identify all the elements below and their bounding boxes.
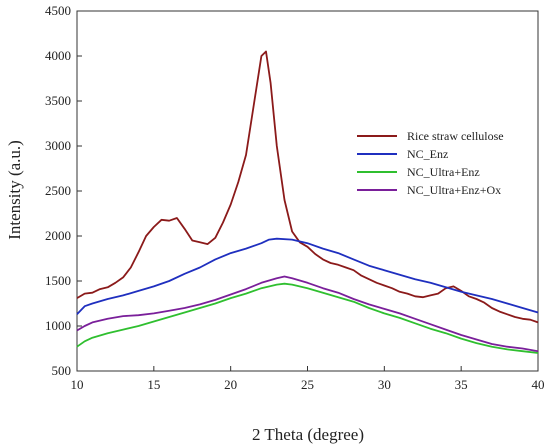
x-axis-ticks: 10 15 20 25 30 35 40 xyxy=(71,366,545,392)
y-tick-label: 2000 xyxy=(45,228,71,243)
series-line-nc-ultra-enz xyxy=(76,282,539,354)
y-tick-label: 1500 xyxy=(45,273,71,288)
series-line-rice-straw-cellulose xyxy=(76,50,539,324)
series-line-nc-ultra-enz-ox xyxy=(76,275,539,353)
y-tick-label: 500 xyxy=(52,363,72,378)
x-tick-label: 25 xyxy=(301,377,314,392)
x-axis-title: 2 Theta (degree) xyxy=(252,425,364,444)
y-tick-label: 3500 xyxy=(45,93,71,108)
y-axis-ticks: 500 1000 1500 2000 2500 3000 3500 4000 4500 xyxy=(45,3,82,378)
x-tick-label: 15 xyxy=(147,377,160,392)
legend-label: NC_Enz xyxy=(407,147,448,161)
legend-label: NC_Ultra+Enz+Ox xyxy=(407,183,501,197)
y-axis-title: Intensity (a.u.) xyxy=(5,140,24,240)
x-tick-label: 35 xyxy=(455,377,468,392)
y-tick-label: 3000 xyxy=(45,138,71,153)
x-tick-label: 10 xyxy=(71,377,84,392)
y-tick-label: 2500 xyxy=(45,183,71,198)
y-tick-label: 1000 xyxy=(45,318,71,333)
x-tick-label: 40 xyxy=(532,377,545,392)
series-line-nc-enz xyxy=(76,237,539,315)
legend-label: Rice straw cellulose xyxy=(407,129,504,143)
series-layer xyxy=(76,50,539,354)
x-tick-label: 30 xyxy=(378,377,391,392)
legend: Rice straw cellulose NC_Enz NC_Ultra+Enz NC… xyxy=(357,129,504,197)
legend-label: NC_Ultra+Enz xyxy=(407,165,480,179)
y-tick-label: 4000 xyxy=(45,48,71,63)
x-tick-label: 20 xyxy=(224,377,237,392)
y-tick-label: 4500 xyxy=(45,3,71,18)
